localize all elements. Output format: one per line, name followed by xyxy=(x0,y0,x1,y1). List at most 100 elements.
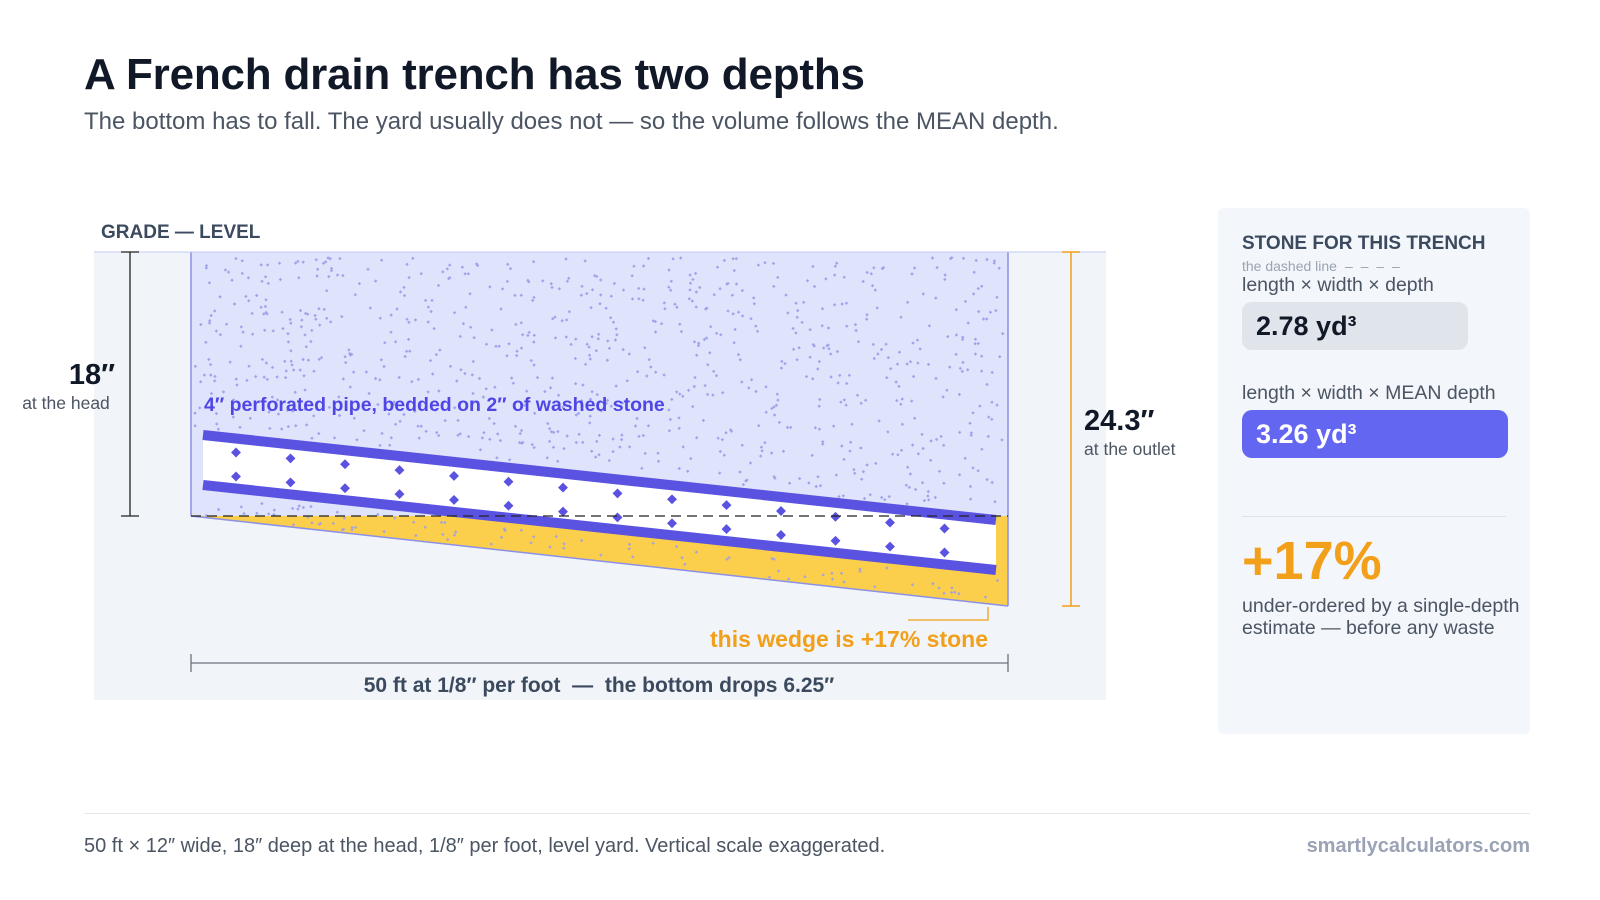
stone-speck xyxy=(981,317,986,321)
stone-speck xyxy=(605,398,610,403)
stone-speck xyxy=(795,315,799,319)
stone-speck xyxy=(1001,331,1005,336)
stone-speck xyxy=(937,469,942,473)
stone-speck xyxy=(619,437,624,442)
stone-speck xyxy=(972,270,976,274)
stone-speck xyxy=(905,300,910,304)
stone-speck xyxy=(844,301,849,305)
stone-speck xyxy=(667,285,671,289)
stone-speck xyxy=(531,259,536,264)
pipe-perforation xyxy=(776,530,786,540)
head-depth-value: 18″ xyxy=(69,359,115,391)
stone-speck xyxy=(647,357,651,362)
stone-speck xyxy=(614,327,618,331)
stone-speck xyxy=(937,586,941,590)
stone-speck xyxy=(769,451,774,455)
stone-speck xyxy=(873,288,877,292)
stone-speck xyxy=(911,341,915,345)
stone-speck xyxy=(613,338,618,342)
stone-speck xyxy=(899,402,903,406)
stone-speck xyxy=(532,363,536,367)
stone-speck xyxy=(976,469,980,473)
stone-speck xyxy=(978,404,982,408)
stone-speck xyxy=(731,257,735,261)
outlet-depth-caption: at the outlet xyxy=(1084,439,1176,459)
stone-speck xyxy=(583,362,588,366)
stone-speck xyxy=(649,365,653,369)
stone-speck xyxy=(810,453,814,458)
stone-speck xyxy=(565,279,570,283)
stone-speck xyxy=(934,296,938,300)
brand-link[interactable]: smartlycalculators.com xyxy=(1306,835,1530,857)
stone-speck xyxy=(590,288,595,292)
stone-speck xyxy=(997,266,1001,270)
stone-speck xyxy=(820,324,824,328)
stone-speck xyxy=(631,555,635,559)
stone-speck xyxy=(908,472,913,476)
stone-speck xyxy=(852,467,856,472)
stone-speck xyxy=(621,347,625,352)
stone-speck xyxy=(541,279,545,283)
stone-speck xyxy=(697,341,701,345)
pipe-perforation xyxy=(830,535,841,546)
stone-speck xyxy=(833,264,838,268)
stone-speck xyxy=(929,439,933,443)
stone-speck xyxy=(992,259,997,263)
stone-speck xyxy=(519,321,523,325)
stone-speck xyxy=(776,275,780,280)
stone-speck xyxy=(740,288,745,293)
stone-speck xyxy=(692,384,696,389)
stone-speck xyxy=(973,352,978,356)
stone-speck xyxy=(950,256,954,260)
stone-speck xyxy=(1000,438,1004,442)
stone-speck xyxy=(764,410,768,414)
stone-speck xyxy=(668,417,672,422)
stone-speck xyxy=(683,562,687,566)
stone-speck xyxy=(702,337,707,342)
stone-speck xyxy=(931,582,935,586)
stone-speck xyxy=(794,301,798,305)
stone-speck xyxy=(594,349,598,353)
stone-speck xyxy=(667,429,672,433)
stone-speck xyxy=(567,276,571,280)
stone-speck xyxy=(832,424,836,428)
stone-speck xyxy=(817,404,821,408)
stone-speck xyxy=(612,281,617,286)
stone-speck xyxy=(827,347,831,351)
stone-speck xyxy=(701,418,706,423)
footer-divider xyxy=(84,813,1530,814)
stone-speck xyxy=(662,373,666,377)
stone-speck xyxy=(556,459,560,463)
stone-speck xyxy=(741,482,746,487)
stone-speck xyxy=(556,429,560,434)
stone-speck xyxy=(653,319,658,324)
stone-speck xyxy=(569,342,573,347)
formula-depth: length × width × depth xyxy=(1242,274,1434,296)
stone-speck xyxy=(588,414,592,418)
stone-speck xyxy=(588,357,592,361)
stone-speck xyxy=(818,397,822,402)
stone-speck xyxy=(961,256,966,260)
pipe-perforation xyxy=(667,494,677,505)
stone-speck xyxy=(759,445,764,449)
stone-speck xyxy=(599,278,603,282)
stone-speck xyxy=(726,309,730,313)
pipe-top-wall xyxy=(202,430,997,525)
page-subtitle: The bottom has to fall. The yard usually… xyxy=(84,108,1059,135)
stone-speck xyxy=(687,297,691,301)
stone-speck xyxy=(734,282,739,286)
stone-speck xyxy=(861,470,866,474)
stone-speck xyxy=(611,437,615,441)
stone-speck xyxy=(519,293,523,297)
stone-speck xyxy=(842,457,846,462)
stone-speck xyxy=(976,341,980,346)
stone-speck xyxy=(872,356,876,361)
pipe-perforation xyxy=(667,518,677,529)
stone-speck xyxy=(800,320,804,325)
stone-speck xyxy=(519,528,523,532)
stone-speck xyxy=(585,342,589,346)
stone-speck xyxy=(675,305,679,309)
stone-speck xyxy=(794,331,798,335)
stone-speck xyxy=(669,288,673,292)
stone-speck xyxy=(518,431,522,436)
